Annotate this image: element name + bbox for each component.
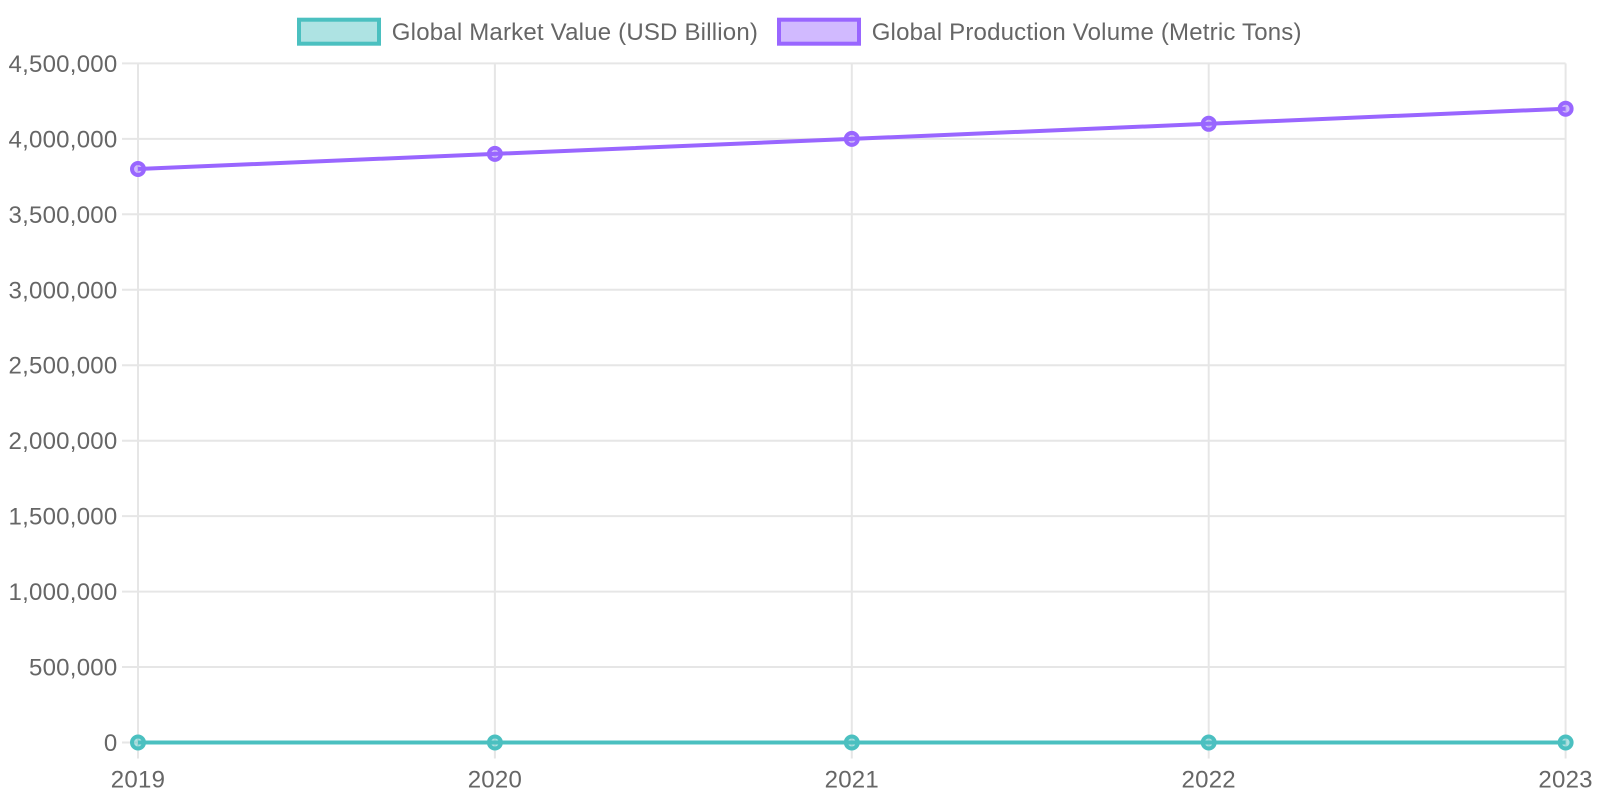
svg-text:3,500,000: 3,500,000: [8, 202, 117, 229]
svg-text:1,500,000: 1,500,000: [8, 504, 117, 531]
svg-text:2019: 2019: [111, 767, 165, 794]
svg-text:2023: 2023: [1538, 767, 1592, 794]
svg-text:Global Production Volume (Metr: Global Production Volume (Metric Tons): [872, 19, 1302, 46]
svg-text:2022: 2022: [1182, 767, 1236, 794]
svg-text:2,000,000: 2,000,000: [8, 428, 117, 455]
svg-text:2020: 2020: [468, 767, 522, 794]
svg-text:2021: 2021: [825, 767, 879, 794]
svg-text:4,000,000: 4,000,000: [8, 126, 117, 153]
svg-text:4,500,000: 4,500,000: [8, 51, 117, 78]
svg-text:500,000: 500,000: [29, 655, 118, 682]
svg-text:0: 0: [104, 730, 118, 757]
svg-text:Global Market Value (USD Billi: Global Market Value (USD Billion): [392, 19, 758, 46]
svg-text:2,500,000: 2,500,000: [8, 353, 117, 380]
svg-text:1,000,000: 1,000,000: [8, 579, 117, 606]
svg-text:3,000,000: 3,000,000: [8, 277, 117, 304]
